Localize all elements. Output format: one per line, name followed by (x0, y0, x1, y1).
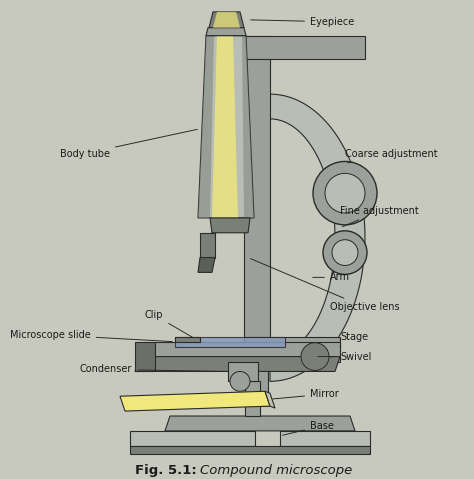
Text: Mirror: Mirror (273, 389, 339, 399)
Polygon shape (245, 381, 260, 416)
Text: Eyepiece: Eyepiece (251, 17, 354, 27)
Circle shape (313, 161, 377, 225)
Polygon shape (209, 12, 244, 28)
Text: Condenser: Condenser (80, 365, 225, 375)
Polygon shape (210, 218, 250, 233)
Polygon shape (198, 35, 214, 218)
Text: Microscope slide: Microscope slide (10, 330, 172, 342)
Polygon shape (213, 12, 240, 28)
Text: Base: Base (283, 421, 334, 435)
Polygon shape (244, 35, 365, 59)
Text: Arm: Arm (313, 273, 350, 282)
Polygon shape (244, 35, 270, 356)
Polygon shape (270, 94, 365, 381)
Polygon shape (265, 391, 275, 408)
Polygon shape (206, 28, 246, 35)
Polygon shape (200, 233, 215, 258)
Polygon shape (228, 362, 258, 381)
Circle shape (325, 173, 365, 213)
Text: Fig. 5.1:: Fig. 5.1: (135, 464, 197, 477)
Polygon shape (140, 342, 340, 356)
Polygon shape (198, 35, 254, 218)
Polygon shape (175, 337, 200, 342)
Text: Stage: Stage (340, 332, 368, 347)
Polygon shape (130, 431, 255, 446)
Text: Clip: Clip (145, 310, 192, 337)
Polygon shape (135, 342, 155, 371)
Polygon shape (130, 446, 370, 454)
Polygon shape (165, 416, 355, 431)
Circle shape (323, 231, 367, 274)
Polygon shape (280, 431, 370, 446)
Circle shape (301, 343, 329, 370)
Polygon shape (175, 337, 285, 347)
Polygon shape (212, 35, 238, 218)
Text: Objective lens: Objective lens (251, 259, 400, 312)
Circle shape (332, 240, 358, 265)
Polygon shape (252, 356, 268, 406)
Text: Coarse adjustment: Coarse adjustment (345, 148, 438, 163)
Polygon shape (242, 35, 254, 218)
Text: Swivel: Swivel (318, 352, 371, 362)
Text: Fine adjustment: Fine adjustment (340, 206, 419, 227)
Polygon shape (244, 337, 340, 362)
Polygon shape (135, 356, 340, 371)
Polygon shape (120, 391, 270, 411)
Text: Compound microscope: Compound microscope (200, 464, 352, 477)
Polygon shape (198, 258, 215, 273)
Circle shape (230, 371, 250, 391)
Text: Body tube: Body tube (60, 129, 197, 159)
